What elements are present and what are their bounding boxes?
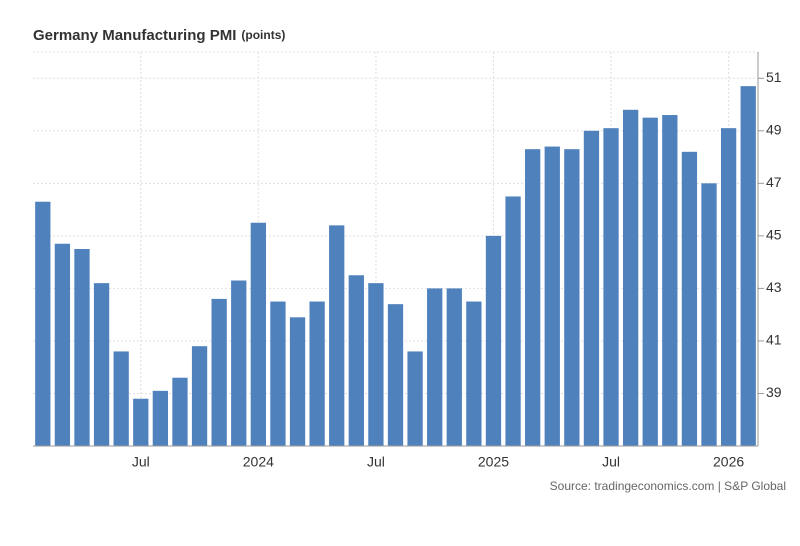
bar [270,301,286,446]
bar [681,151,698,446]
bar [172,377,188,446]
bar [191,346,208,446]
bar [133,398,149,446]
bar [701,183,717,447]
bar [152,390,169,446]
bar [348,275,364,446]
bar [211,298,227,446]
bar [407,351,423,446]
bar [329,225,345,446]
x-tick-label: Jul [132,454,150,470]
unit: (points) [241,28,285,42]
x-tick-label: 2025 [478,454,509,470]
bar [74,249,90,446]
bar [583,130,600,447]
bar [564,149,580,447]
bar [113,351,129,446]
bar [427,288,443,446]
y-tick-label: 43 [766,279,782,295]
chart-title: Germany Manufacturing PMI (points) [33,27,285,44]
bar [525,149,541,447]
y-tick-label: 47 [766,174,782,190]
y-tick-label: 49 [766,122,782,138]
source: Source: tradingeconomics.com | S&P Globa… [550,479,786,493]
bar [544,146,560,446]
bar [603,128,619,446]
bar [54,243,71,446]
bar [466,301,482,446]
bar [485,235,502,446]
title: Germany Manufacturing PMI [33,27,236,44]
bar [35,201,51,446]
bar [720,128,737,446]
y-tick-label: 51 [766,69,782,85]
y-tick-label: 39 [766,384,782,400]
x-tick-label: Jul [602,454,620,470]
bar [505,196,521,446]
bar [250,222,266,446]
bar [662,115,678,446]
x-tick-label: 2026 [713,454,744,470]
bar [289,317,306,446]
bar [368,283,384,446]
y-tick-label: 45 [766,227,782,243]
bar [309,301,325,446]
bar [642,117,658,447]
bar [231,280,247,446]
x-tick-label: 2024 [243,454,274,470]
bar [446,288,462,446]
bar [93,283,110,446]
bar [740,86,756,446]
bar [622,109,639,446]
x-tick-label: Jul [367,454,385,470]
bar [387,304,404,446]
y-tick-label: 41 [766,332,782,348]
